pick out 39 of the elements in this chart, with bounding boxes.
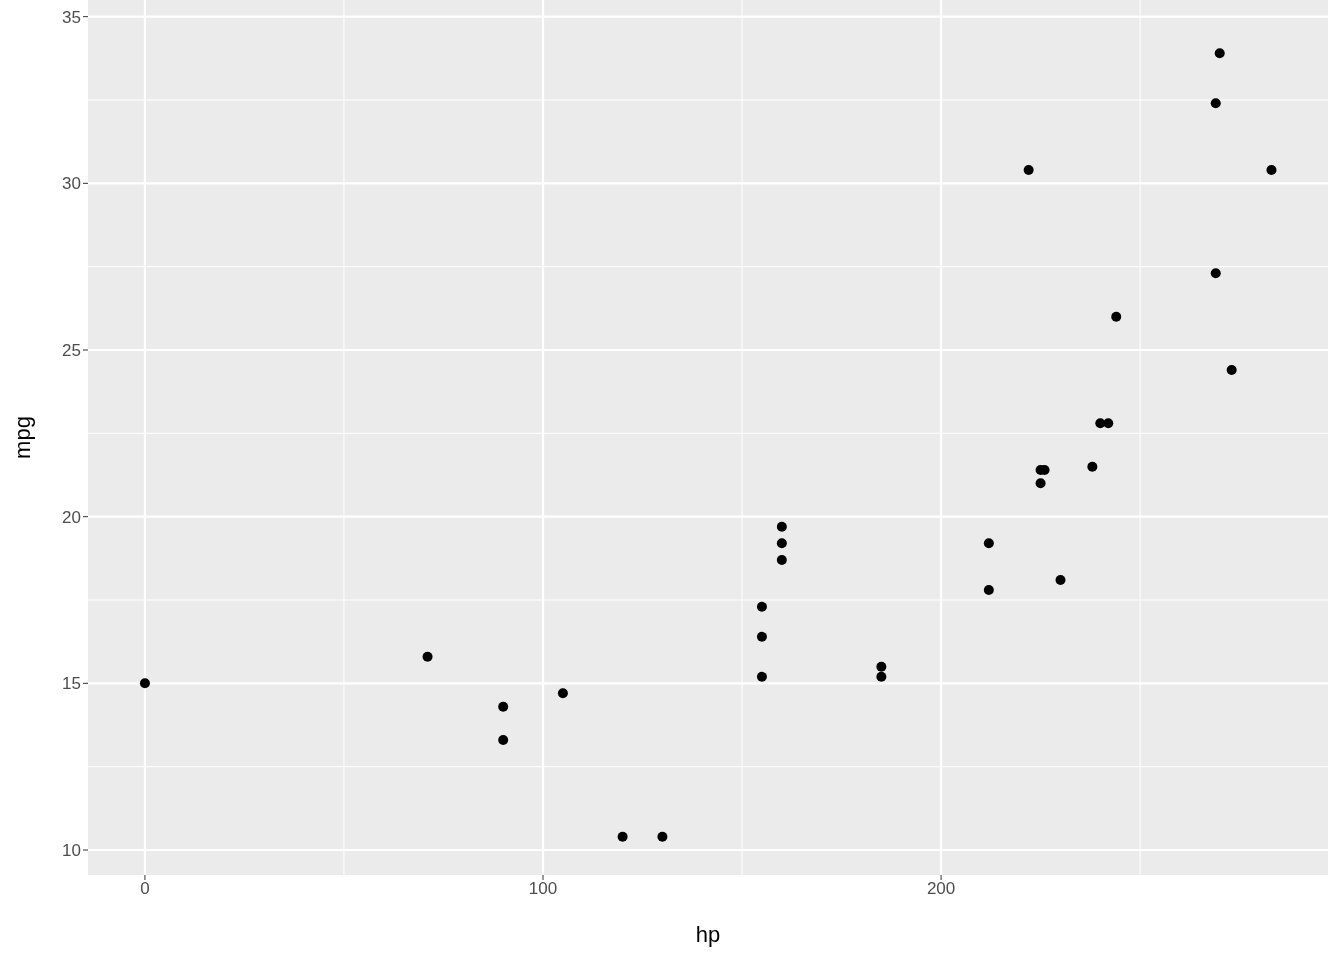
point	[422, 651, 433, 662]
y-tick-label: 35	[62, 7, 81, 27]
point	[776, 555, 787, 565]
y-tick-label: 20	[62, 507, 81, 527]
y-tick-label: 25	[62, 341, 81, 361]
point	[756, 671, 767, 682]
y-tick-label: 30	[62, 174, 81, 194]
x-axis-title: hp	[695, 922, 721, 947]
point	[1023, 165, 1034, 175]
point	[776, 521, 787, 532]
y-tick-label: 15	[62, 674, 81, 694]
point	[1210, 98, 1221, 109]
point	[983, 585, 994, 595]
point	[657, 831, 668, 842]
x-tick-label: 200	[926, 879, 956, 899]
point	[1214, 48, 1225, 59]
point	[1266, 165, 1277, 175]
point	[498, 735, 509, 745]
point	[876, 661, 887, 672]
point	[498, 701, 509, 712]
point	[139, 678, 150, 689]
point	[756, 601, 767, 612]
point	[1087, 461, 1098, 472]
point	[776, 538, 787, 549]
point	[876, 671, 887, 682]
x-tick-label: 0	[140, 879, 150, 899]
point	[983, 538, 994, 549]
point	[1111, 311, 1122, 322]
point	[617, 831, 628, 842]
point	[1103, 418, 1114, 429]
point	[557, 688, 568, 699]
y-tick-label: 10	[62, 841, 81, 861]
point	[756, 631, 767, 642]
y-axis-title: mpg	[9, 416, 35, 459]
point	[1226, 365, 1237, 375]
x-tick-label: 100	[528, 879, 558, 899]
point	[1035, 478, 1046, 489]
point	[1055, 575, 1066, 585]
point	[1210, 268, 1221, 279]
